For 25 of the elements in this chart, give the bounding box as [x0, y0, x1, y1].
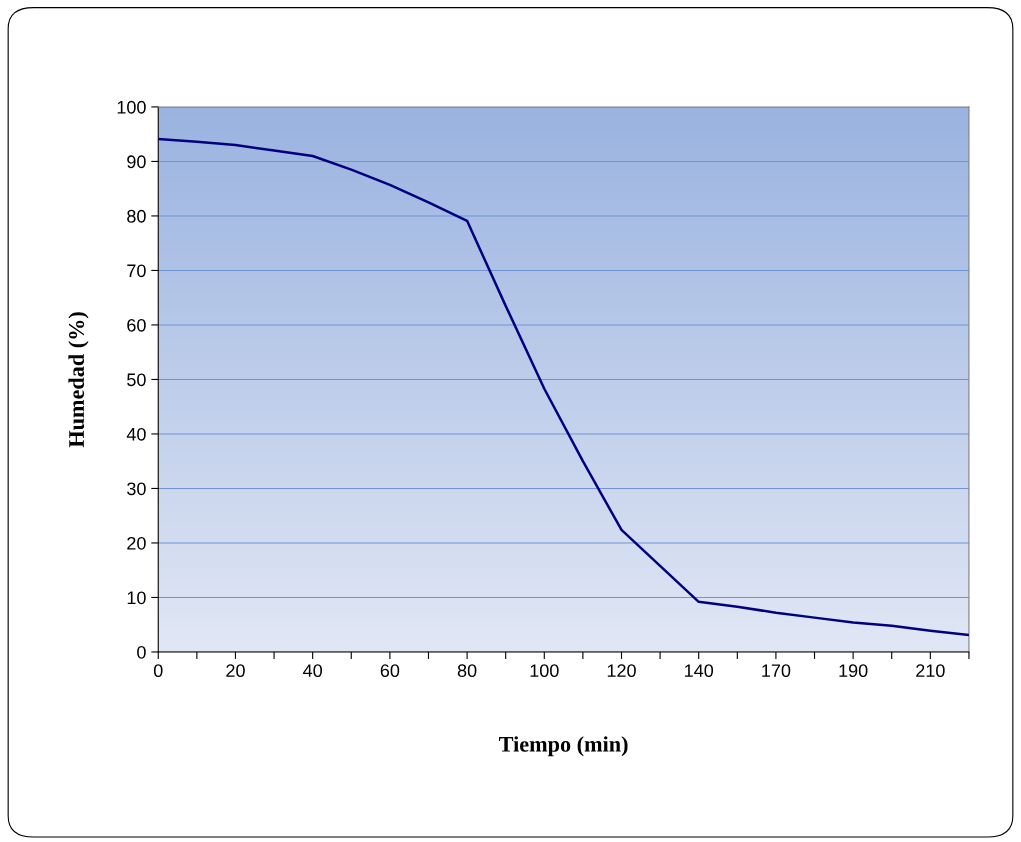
x-tick-label: 100 — [530, 664, 559, 678]
x-tick-label: 210 — [916, 664, 945, 678]
y-tick-label: 10 — [127, 591, 146, 605]
y-tick-label: 90 — [127, 155, 146, 169]
x-tick-label: 170 — [762, 664, 791, 678]
x-tick-label: 80 — [457, 664, 477, 678]
y-tick-label: 100 — [117, 100, 146, 114]
x-tick-label: 120 — [607, 664, 636, 678]
x-axis-title: Tiempo (min) — [499, 736, 628, 757]
x-tick-label: 40 — [303, 664, 323, 678]
y-tick-label: 40 — [126, 427, 146, 441]
x-tick-label: 0 — [153, 664, 163, 678]
y-axis-title: Humedad (%) — [68, 312, 89, 448]
x-tick-label: 190 — [839, 664, 868, 678]
x-tick-label: 20 — [226, 664, 245, 678]
y-tick-label: 30 — [127, 482, 146, 496]
x-tick-label: 60 — [380, 664, 400, 678]
y-tick-label: 0 — [137, 645, 146, 659]
y-tick-label: 80 — [127, 209, 146, 223]
y-tick-label: 60 — [127, 318, 146, 332]
y-tick-label: 70 — [127, 264, 146, 278]
line-series — [158, 137, 969, 637]
y-tick-label: 20 — [127, 536, 146, 550]
x-tick-label: 140 — [685, 664, 714, 678]
y-tick-label: 50 — [127, 373, 146, 387]
